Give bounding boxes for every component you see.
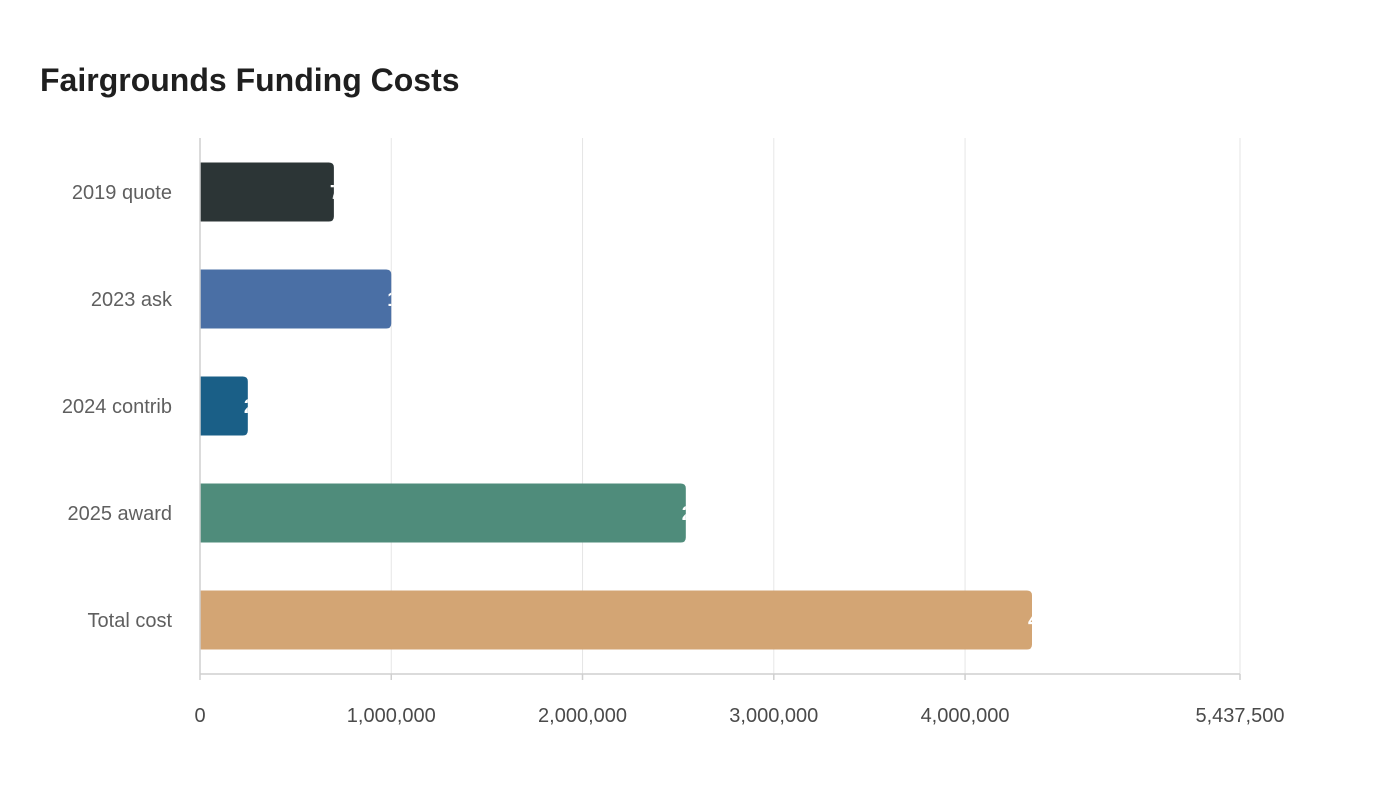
bar-value-label: 4 (1028, 610, 1040, 632)
x-tick-label: 3,000,000 (729, 705, 818, 727)
bar-value-label: 2 (682, 503, 693, 525)
category-label: 2019 quote (72, 182, 172, 204)
chart-title: Fairgrounds Funding Costs (40, 62, 460, 98)
bar-total-cost[interactable] (200, 590, 1032, 650)
x-tick-label: 2,000,000 (538, 705, 627, 727)
category-label: 2024 contrib (62, 396, 172, 418)
bars (200, 162, 1032, 650)
x-tick-label: 0 (194, 705, 205, 727)
grid-lines (390, 138, 1241, 674)
bar-2025-award[interactable] (200, 483, 686, 543)
category-label: 2025 award (67, 503, 172, 525)
bar-2023-ask[interactable] (200, 269, 392, 329)
bar-value-label: 2 (244, 396, 255, 418)
axes (199, 138, 1241, 680)
x-tick-label: 4,000,000 (921, 705, 1010, 727)
bar-2019-quote[interactable] (200, 162, 334, 222)
bar-2024-contrib[interactable] (200, 376, 248, 436)
category-label: Total cost (88, 610, 173, 632)
category-label: 2023 ask (91, 289, 173, 311)
x-tick-label: 5,437,500 (1196, 705, 1285, 727)
bar-value-label: 1 (387, 289, 398, 311)
x-tick-label: 1,000,000 (347, 705, 436, 727)
labels: 0 1,000,000 2,000,000 3,000,000 4,000,000 5,4… (62, 182, 1285, 727)
bar-value-label: 7 (330, 182, 341, 204)
